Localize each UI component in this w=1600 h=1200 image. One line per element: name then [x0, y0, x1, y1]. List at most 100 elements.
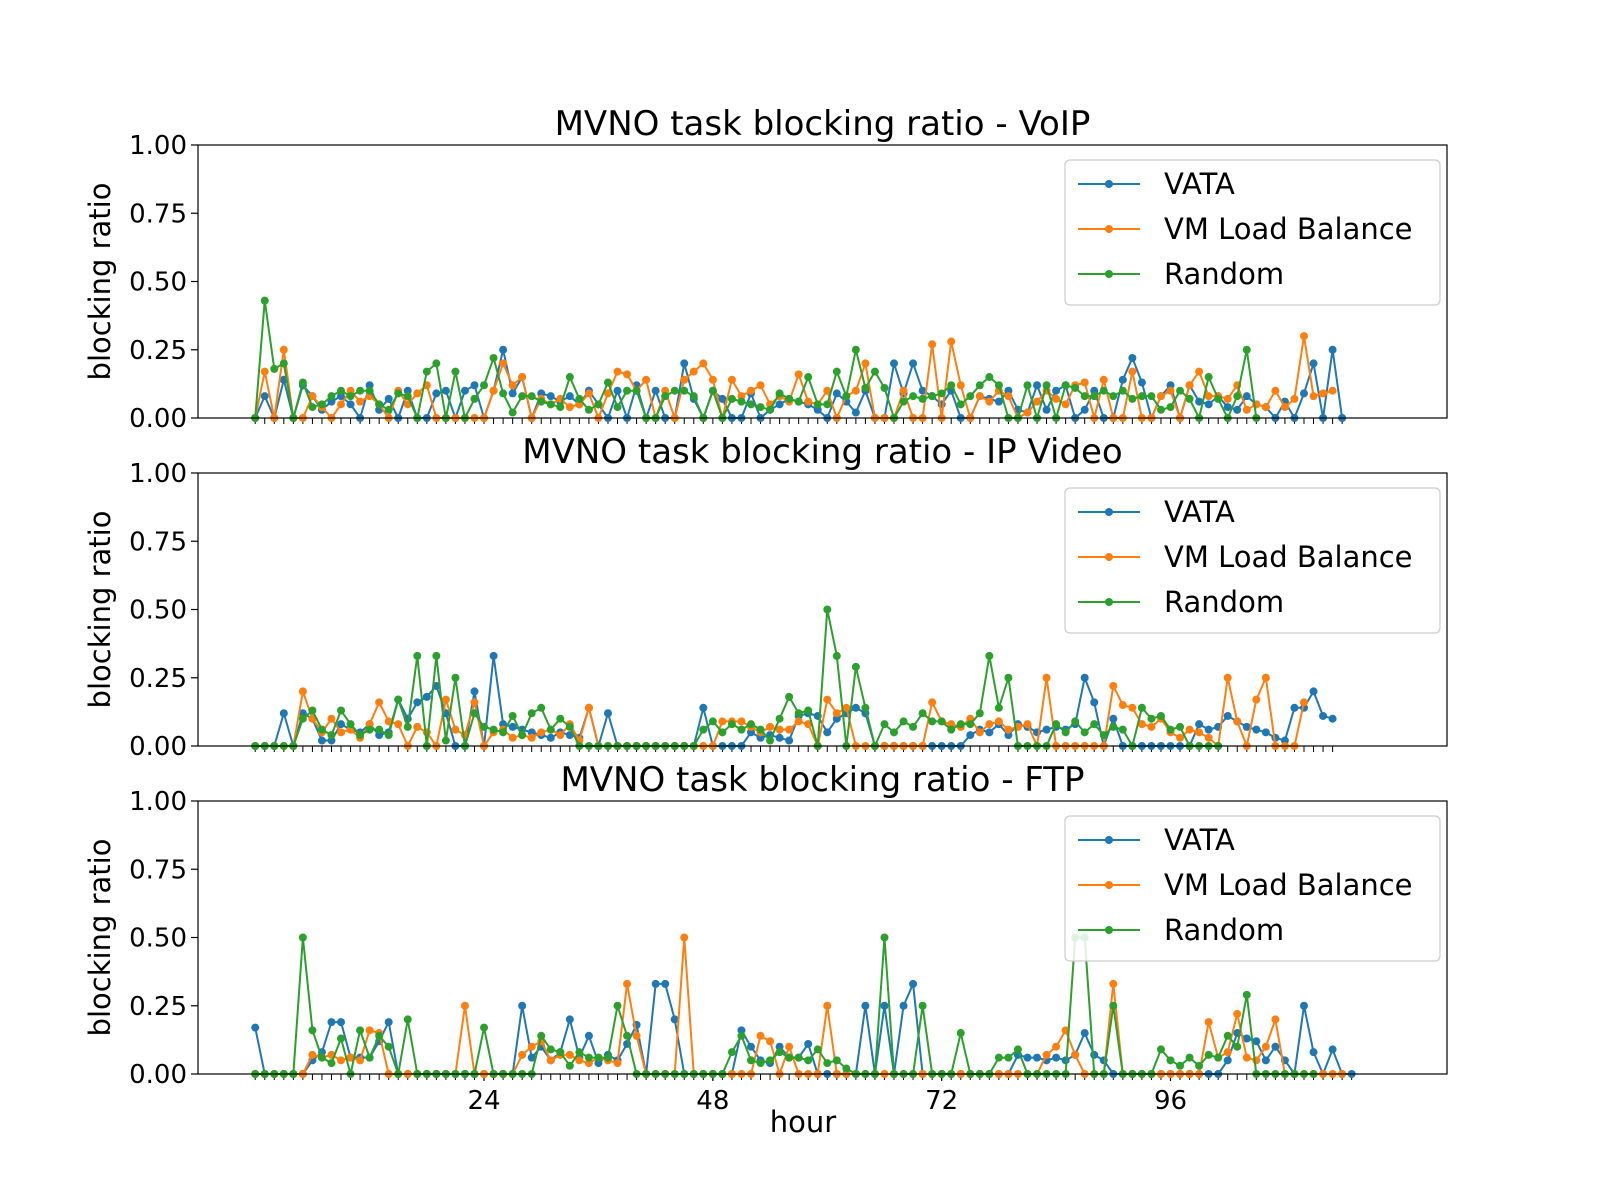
- data-point-vata: [851, 408, 860, 417]
- data-point-random: [1118, 725, 1127, 734]
- data-point-random: [661, 392, 670, 401]
- data-point-random: [832, 651, 841, 660]
- data-point-random: [346, 720, 355, 729]
- data-point-random: [994, 703, 1003, 712]
- data-point-vm-load-balance: [1061, 400, 1070, 409]
- data-point-vata: [1080, 405, 1089, 414]
- data-point-random: [1137, 703, 1146, 712]
- data-point-vata: [470, 381, 479, 390]
- y-axis-label: blocking ratio: [83, 183, 117, 381]
- y-tick-label: 1.00: [129, 459, 187, 489]
- data-point-vata: [890, 359, 899, 368]
- data-point-vata: [1252, 1037, 1261, 1046]
- data-point-random: [356, 731, 365, 740]
- y-tick-label: 1.00: [129, 787, 187, 817]
- data-point-vm-load-balance: [308, 1050, 317, 1059]
- data-point-vm-load-balance: [584, 389, 593, 398]
- y-axis-label: blocking ratio: [83, 839, 117, 1037]
- data-point-vm-load-balance: [1166, 386, 1175, 395]
- data-point-random: [327, 731, 336, 740]
- data-point-vm-load-balance: [899, 386, 908, 395]
- data-point-random: [308, 706, 317, 715]
- data-point-vm-load-balance: [985, 397, 994, 406]
- data-point-vm-load-balance: [1261, 673, 1270, 682]
- data-point-random: [804, 1056, 813, 1065]
- data-point-random: [565, 1061, 574, 1070]
- data-point-vm-load-balance: [804, 720, 813, 729]
- legend-box: [1064, 815, 1441, 962]
- data-point-random: [1147, 714, 1156, 723]
- data-point-random: [1023, 381, 1032, 390]
- data-point-random: [737, 725, 746, 734]
- data-point-random: [260, 296, 269, 305]
- data-point-vm-load-balance: [1004, 725, 1013, 734]
- data-point-random: [994, 1053, 1003, 1062]
- data-point-random: [766, 405, 775, 414]
- data-point-random: [909, 392, 918, 401]
- data-point-random: [756, 403, 765, 412]
- data-point-random: [956, 400, 965, 409]
- data-point-vata: [1042, 725, 1051, 734]
- data-point-random: [823, 1059, 832, 1068]
- data-point-vm-load-balance: [623, 370, 632, 379]
- x-tick-label: 96: [1154, 1086, 1187, 1116]
- data-point-vm-load-balance: [727, 375, 736, 384]
- data-point-vm-load-balance: [1042, 1050, 1051, 1059]
- y-tick-label: 1.00: [129, 131, 187, 161]
- data-point-random: [890, 728, 899, 737]
- plot-frame: [197, 472, 1448, 747]
- data-point-random: [537, 397, 546, 406]
- data-point-vm-load-balance: [518, 373, 527, 382]
- data-point-random: [451, 367, 460, 376]
- data-point-random: [432, 359, 441, 368]
- data-point-vm-load-balance: [499, 359, 508, 368]
- data-point-vata: [1204, 725, 1213, 734]
- data-point-random: [880, 383, 889, 392]
- data-point-random: [298, 933, 307, 942]
- data-point-vata: [499, 345, 508, 354]
- data-point-vm-load-balance: [851, 386, 860, 395]
- data-point-random: [546, 1045, 555, 1054]
- data-point-random: [1061, 381, 1070, 390]
- data-point-vata: [432, 389, 441, 398]
- data-point-random: [413, 651, 422, 660]
- data-point-random: [1233, 392, 1242, 401]
- data-point-vata: [1271, 1042, 1280, 1051]
- data-point-vata: [546, 392, 555, 401]
- data-point-random: [813, 400, 822, 409]
- data-point-vm-load-balance: [613, 367, 622, 376]
- data-point-vata: [1233, 405, 1242, 414]
- data-point-random: [880, 933, 889, 942]
- data-point-vm-load-balance: [518, 1050, 527, 1059]
- data-point-random: [1176, 386, 1185, 395]
- data-point-vm-load-balance: [708, 375, 717, 384]
- data-point-vm-load-balance: [1290, 394, 1299, 403]
- data-point-vm-load-balance: [994, 717, 1003, 726]
- legend-marker: [1105, 881, 1113, 889]
- data-point-vata: [441, 386, 450, 395]
- data-point-vm-load-balance: [565, 403, 574, 412]
- data-point-vm-load-balance: [556, 731, 565, 740]
- data-point-random: [746, 720, 755, 729]
- data-point-random: [832, 367, 841, 376]
- data-point-random: [499, 728, 508, 737]
- data-point-vm-load-balance: [928, 340, 937, 349]
- data-point-vata: [651, 386, 660, 395]
- data-point-vata: [994, 397, 1003, 406]
- data-point-random: [813, 1045, 822, 1054]
- data-point-vata: [546, 733, 555, 742]
- data-point-vata: [508, 722, 517, 731]
- data-point-vata: [565, 392, 574, 401]
- data-point-vata: [1261, 728, 1270, 737]
- legend-label: VM Load Balance: [1164, 212, 1413, 246]
- data-point-vata: [899, 1001, 908, 1010]
- data-point-random: [603, 378, 612, 387]
- data-point-random: [1052, 720, 1061, 729]
- data-point-vm-load-balance: [623, 979, 632, 988]
- data-point-random: [508, 711, 517, 720]
- data-point-vm-load-balance: [1176, 733, 1185, 742]
- data-point-vm-load-balance: [785, 1042, 794, 1051]
- data-point-random: [851, 345, 860, 354]
- data-point-vata: [1309, 687, 1318, 696]
- data-point-random: [508, 408, 517, 417]
